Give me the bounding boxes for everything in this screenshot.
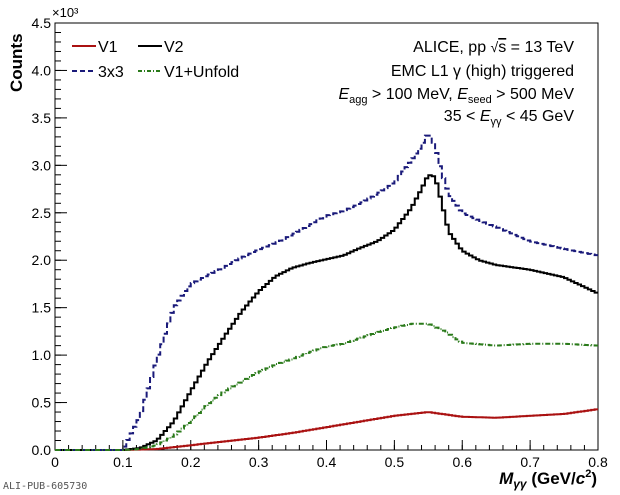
y-tick-label: 0.5	[32, 395, 52, 411]
y-tick-label: 1.0	[32, 347, 52, 363]
footer-id: ALI-PUB-605730	[3, 481, 87, 492]
series-line-3	[55, 322, 598, 451]
axis-ticks: 0 0.1 0.2 0.3 0.4 0.5 0.6 0.7 0.8 0.0 0.5 1.0 1.5 2.0…	[32, 15, 608, 470]
series-line-2	[55, 134, 598, 451]
y-tick-label: 4.0	[32, 62, 52, 78]
y-tick-label: 0.0	[32, 442, 52, 458]
x-tick-label: 0.3	[249, 454, 269, 470]
series-layer	[55, 134, 598, 451]
y-tick-label: 4.5	[32, 15, 52, 31]
y-tick-label: 3.5	[32, 110, 52, 126]
legend: V1 V2 3x3 V1+Unfold	[72, 39, 239, 81]
annotation-energy: 35 < Eγγ < 45 GeV	[444, 108, 575, 128]
y-axis-title: Counts	[7, 33, 26, 92]
x-tick-label: 0.5	[385, 454, 405, 470]
y-tick-label: 2.0	[32, 252, 52, 268]
x-tick-label: 0.7	[520, 454, 540, 470]
annotation-block: ALICE, pp √s = 13 TeV EMC L1 γ (high) tr…	[338, 39, 574, 128]
x-tick-label: 0	[51, 454, 59, 470]
x-tick-label: 0.1	[113, 454, 133, 470]
y-tick-label: 3.0	[32, 157, 52, 173]
x-tick-label: 0.2	[181, 454, 201, 470]
annotation-alice: ALICE, pp √s = 13 TeV	[413, 39, 574, 56]
y-tick-label: 1.5	[32, 300, 52, 316]
annotation-trigger: EMC L1 γ (high) triggered	[391, 63, 574, 80]
legend-label-v1-unfold: V1+Unfold	[164, 64, 239, 81]
legend-label-v1: V1	[98, 39, 118, 56]
x-tick-label: 0.8	[588, 454, 608, 470]
annotation-cuts: Eagg > 100 MeV, Eseed > 500 MeV	[338, 86, 574, 106]
x-tick-label: 0.4	[317, 454, 337, 470]
x-tick-label: 0.6	[453, 454, 473, 470]
legend-label-v2: V2	[164, 39, 184, 56]
series-line-1	[55, 174, 598, 451]
series-line-0	[55, 408, 598, 451]
y-tick-label: 2.5	[32, 205, 52, 221]
legend-label-3x3: 3x3	[98, 64, 124, 81]
y-multiplier: ×10³	[52, 5, 79, 20]
x-axis-title: Mγγ (GeV/c2)	[499, 468, 597, 491]
